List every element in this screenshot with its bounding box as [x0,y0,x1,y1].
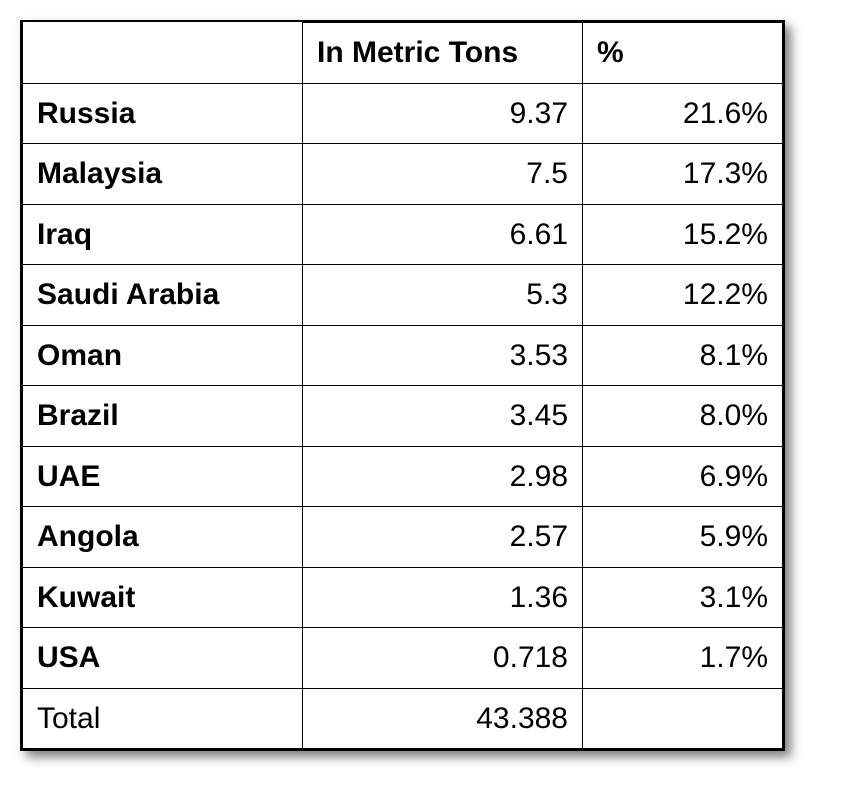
cell-metric-tons: 3.53 [303,325,583,386]
cell-percent: 12.2% [583,265,783,326]
cell-metric-tons: 1.36 [303,567,583,628]
cell-metric-tons: 7.5 [303,144,583,205]
cell-total-percent [583,688,783,749]
cell-percent: 17.3% [583,144,783,205]
cell-country: UAE [23,446,303,507]
cell-percent: 3.1% [583,567,783,628]
cell-country: Oman [23,325,303,386]
cell-percent: 15.2% [583,204,783,265]
table-row: USA 0.718 1.7% [23,628,783,689]
table-row: UAE 2.98 6.9% [23,446,783,507]
cell-country: Saudi Arabia [23,265,303,326]
cell-metric-tons: 0.718 [303,628,583,689]
cell-country: Malaysia [23,144,303,205]
col-header-metric-tons: In Metric Tons [303,23,583,84]
cell-percent: 5.9% [583,507,783,568]
col-header-percent: % [583,23,783,84]
cell-country: Brazil [23,386,303,447]
table-row: Kuwait 1.36 3.1% [23,567,783,628]
table-total-row: Total 43.388 [23,688,783,749]
data-table: In Metric Tons % Russia 9.37 21.6% Malay… [22,22,783,749]
table-row: Russia 9.37 21.6% [23,83,783,144]
table-row: Angola 2.57 5.9% [23,507,783,568]
table-row: Brazil 3.45 8.0% [23,386,783,447]
cell-country: Iraq [23,204,303,265]
table-row: Oman 3.53 8.1% [23,325,783,386]
cell-percent: 8.1% [583,325,783,386]
cell-metric-tons: 2.57 [303,507,583,568]
cell-total-metric-tons: 43.388 [303,688,583,749]
cell-metric-tons: 5.3 [303,265,583,326]
table-row: Malaysia 7.5 17.3% [23,144,783,205]
table-row: Saudi Arabia 5.3 12.2% [23,265,783,326]
col-header-country [23,23,303,84]
table-row: Iraq 6.61 15.2% [23,204,783,265]
cell-percent: 8.0% [583,386,783,447]
cell-percent: 6.9% [583,446,783,507]
cell-metric-tons: 9.37 [303,83,583,144]
cell-country: Angola [23,507,303,568]
cell-metric-tons: 2.98 [303,446,583,507]
cell-metric-tons: 3.45 [303,386,583,447]
cell-percent: 21.6% [583,83,783,144]
cell-metric-tons: 6.61 [303,204,583,265]
cell-total-label: Total [23,688,303,749]
cell-country: Russia [23,83,303,144]
cell-country: USA [23,628,303,689]
data-table-wrapper: In Metric Tons % Russia 9.37 21.6% Malay… [20,20,785,751]
cell-country: Kuwait [23,567,303,628]
cell-percent: 1.7% [583,628,783,689]
table-header-row: In Metric Tons % [23,23,783,84]
